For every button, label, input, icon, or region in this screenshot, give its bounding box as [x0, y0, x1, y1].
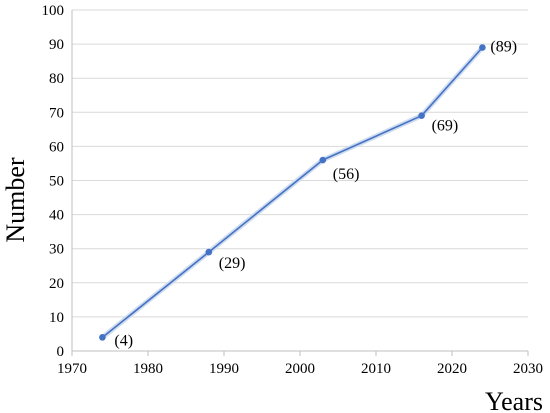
y-tick-label-50: 50: [49, 174, 64, 190]
y-tick-label-100: 100: [42, 3, 65, 19]
x-tick-label-2030: 2030: [513, 361, 543, 377]
y-tick-label-80: 80: [49, 71, 64, 87]
data-label-2003: (56): [333, 166, 360, 183]
y-tick-label-90: 90: [49, 37, 64, 53]
data-point-1974: [99, 334, 106, 341]
data-label-2024: (89): [490, 39, 517, 56]
x-tick-labels: 1970 1980 1990 2000 2010 2020 2030: [57, 361, 543, 377]
gridlines: [72, 9, 528, 318]
y-tick-label-20: 20: [49, 276, 64, 292]
data-label-1988: (29): [219, 255, 246, 272]
series: [99, 44, 486, 341]
data-point-2024: [479, 44, 486, 51]
data-point-2003: [319, 156, 327, 164]
y-tick-label-70: 70: [49, 105, 64, 121]
x-tick-label-1980: 1980: [133, 361, 163, 377]
x-tick-label-2000: 2000: [285, 361, 315, 377]
y-axis-title: Number: [1, 157, 30, 243]
y-tick-label-60: 60: [49, 139, 64, 155]
y-tick-label-30: 30: [49, 242, 64, 258]
x-tick-label-2020: 2020: [437, 361, 467, 377]
series-line-glow: [100, 45, 485, 340]
data-label-2016: (69): [432, 118, 459, 135]
x-axis-title: Years: [485, 387, 543, 413]
y-tick-label-0: 0: [57, 344, 65, 360]
axes: [71, 10, 529, 356]
y-tick-label-40: 40: [49, 208, 64, 224]
y-tick-label-10: 10: [49, 310, 64, 326]
data-label-1974: (4): [114, 332, 133, 349]
data-point-2016: [418, 112, 425, 120]
x-tick-label-1970: 1970: [57, 361, 87, 377]
x-tick-label-1990: 1990: [209, 361, 239, 377]
data-point-1988: [205, 248, 213, 256]
y-tick-labels: 0 10 20 30 40 50 60 70 80 90 100: [42, 3, 65, 360]
data-labels: (4) (29) (56) (69) (89): [114, 39, 517, 350]
x-tick-label-2010: 2010: [361, 361, 391, 377]
